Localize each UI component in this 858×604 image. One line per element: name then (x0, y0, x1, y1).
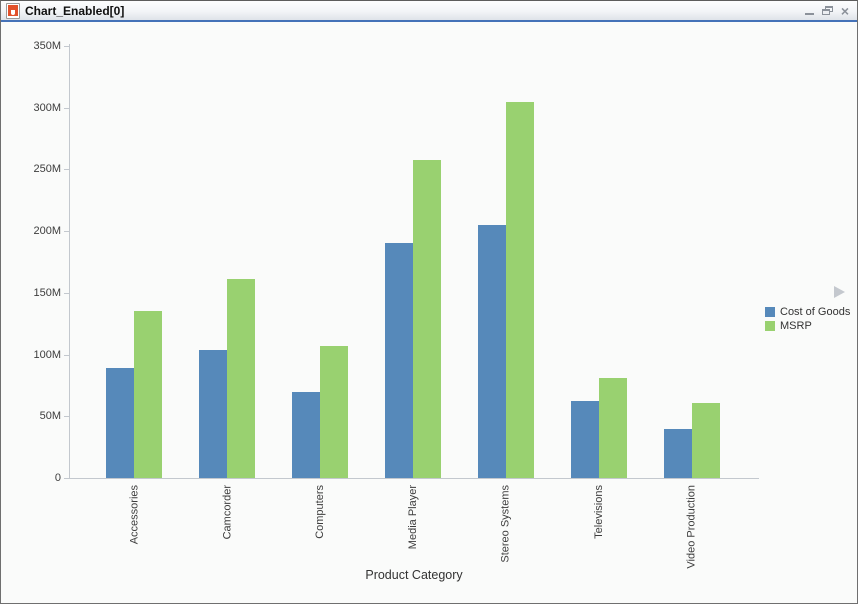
x-tick-label-camcorder: Camcorder (221, 485, 233, 540)
bar-cost-of-goods-computers[interactable] (292, 392, 320, 478)
y-tick-mark (64, 478, 69, 479)
minimize-icon[interactable] (804, 13, 814, 15)
y-tick-label: 200M (33, 225, 61, 238)
y-tick-mark (64, 169, 69, 171)
restore-icon[interactable] (821, 6, 833, 15)
y-tick-mark (64, 231, 69, 233)
x-axis-line (69, 478, 759, 479)
y-tick-mark (64, 46, 69, 47)
window-titlebar[interactable]: Chart_Enabled[0] × (1, 1, 857, 22)
y-axis-line (69, 44, 70, 479)
bar-cost-of-goods-televisions[interactable] (571, 401, 599, 478)
window-controls: × (804, 2, 852, 19)
bar-cost-of-goods-accessories[interactable] (106, 368, 134, 478)
x-axis-title: Product Category (365, 568, 463, 582)
legend-swatch (765, 307, 775, 317)
y-tick-mark (64, 292, 69, 294)
y-tick-label: 250M (33, 163, 61, 176)
y-tick-label: 300M (33, 101, 61, 114)
close-icon[interactable]: × (840, 2, 849, 19)
bar-cost-of-goods-camcorder[interactable] (199, 350, 227, 478)
x-tick-label-video-production: Video Production (686, 485, 698, 569)
x-tick-label-stereo-systems: Stereo Systems (500, 485, 512, 563)
bar-cost-of-goods-media-player[interactable] (385, 243, 413, 478)
y-tick-mark (64, 416, 69, 418)
x-tick-label-televisions: Televisions (593, 485, 605, 539)
legend-label: MSRP (780, 320, 812, 332)
bar-msrp-video-production[interactable] (692, 403, 720, 478)
bar-msrp-stereo-systems[interactable] (506, 102, 534, 478)
bar-msrp-televisions[interactable] (599, 378, 627, 478)
legend-item-cost-of-goods[interactable]: Cost of Goods (765, 305, 850, 319)
y-tick-label: 100M (33, 348, 61, 361)
legend-items: Cost of Goods MSRP (765, 305, 850, 333)
bar-msrp-media-player[interactable] (413, 160, 441, 478)
legend-expand-icon[interactable] (834, 286, 845, 298)
legend-label: Cost of Goods (780, 306, 851, 318)
x-tick-label-computers: Computers (314, 485, 326, 539)
x-tick-label-accessories: Accessories (128, 485, 140, 545)
y-tick-label: 150M (33, 286, 61, 299)
bar-cost-of-goods-video-production[interactable] (664, 429, 692, 478)
y-tick-label: 350M (33, 40, 61, 52)
chart-canvas: 0 50M 100M 150M 200M 250M 300M 350M Accessories C… (1, 22, 857, 603)
window-title: Chart_Enabled[0] (25, 3, 125, 18)
bar-msrp-camcorder[interactable] (227, 279, 255, 478)
bar-msrp-computers[interactable] (320, 346, 348, 478)
y-tick-mark (64, 107, 69, 109)
y-tick-label: 50M (39, 410, 61, 423)
legend-item-msrp[interactable]: MSRP (765, 319, 850, 333)
y-tick-mark (64, 354, 69, 356)
window-document-icon (6, 2, 20, 19)
bar-cost-of-goods-stereo-systems[interactable] (478, 225, 506, 478)
y-tick-label: 0 (54, 472, 61, 484)
x-tick-label-media-player: Media Player (407, 485, 419, 550)
bar-msrp-accessories[interactable] (134, 311, 162, 478)
legend-swatch (765, 321, 775, 331)
